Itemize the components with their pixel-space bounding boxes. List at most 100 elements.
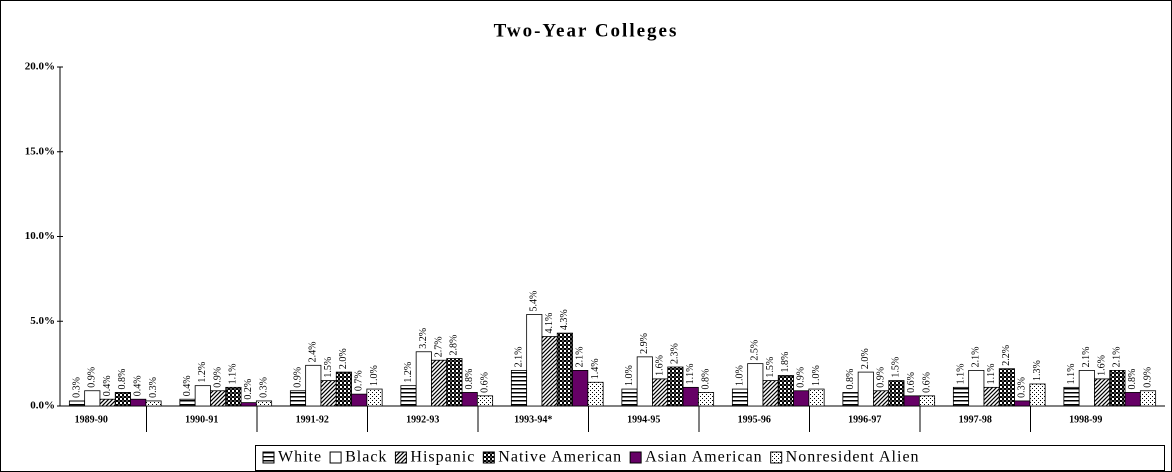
y-tick-label: 20.0% — [25, 61, 55, 73]
data-label: 2.2% — [1001, 345, 1012, 366]
bar — [320, 380, 337, 407]
legend-label: Black — [345, 449, 387, 466]
legend-label: Hispanic — [410, 449, 475, 466]
data-label: 2.7% — [433, 336, 444, 357]
data-label: 2.0% — [860, 348, 871, 369]
x-tick-label: 1989-90 — [75, 414, 108, 425]
data-label: 1.4% — [590, 358, 601, 379]
data-label: 1.2% — [197, 362, 208, 383]
x-tick-label: 1991-92 — [296, 414, 329, 425]
bar — [697, 392, 715, 407]
bar — [461, 392, 478, 407]
bar — [1078, 370, 1095, 407]
x-tick-label: 1993-94* — [514, 414, 552, 425]
legend-swatch — [329, 451, 342, 464]
data-label: 2.1% — [971, 347, 982, 368]
data-label: 0.7% — [353, 370, 364, 391]
data-label: 1.5% — [891, 357, 902, 378]
bar — [952, 386, 970, 407]
bar — [918, 395, 936, 407]
legend-swatch — [482, 451, 495, 464]
data-label: 1.0% — [624, 365, 635, 386]
data-label: 1.1% — [955, 364, 966, 385]
bar — [255, 400, 273, 407]
bar — [636, 356, 653, 407]
data-label: 1.0% — [811, 365, 822, 386]
bar — [351, 393, 368, 407]
data-label: 2.4% — [308, 341, 319, 362]
bar — [857, 371, 874, 407]
data-label: 1.6% — [1096, 355, 1107, 376]
data-label: 0.9% — [87, 367, 98, 388]
bar — [998, 368, 1015, 407]
bar — [145, 400, 162, 407]
data-label: 0.8% — [700, 369, 711, 390]
legend-label: Native American — [498, 449, 622, 466]
bar — [99, 398, 116, 407]
bar — [572, 370, 589, 407]
bar — [1063, 386, 1080, 407]
legend-box — [255, 445, 1165, 471]
data-label: 0.4% — [132, 375, 143, 396]
data-label: 0.3% — [148, 377, 159, 398]
data-label: 4.1% — [544, 313, 555, 334]
data-label: 0.8% — [845, 369, 856, 390]
bar — [777, 375, 794, 407]
legend-swatch — [262, 451, 275, 464]
data-label: 0.6% — [906, 372, 917, 393]
x-tick-label: 1997-98 — [959, 414, 992, 425]
legend-swatch — [770, 451, 783, 464]
bar — [731, 388, 749, 407]
data-label: 2.5% — [750, 340, 761, 361]
bar — [556, 332, 573, 407]
bar — [194, 385, 211, 407]
bar — [179, 398, 196, 407]
data-label: 0.2% — [243, 379, 254, 400]
data-label: 0.8% — [1127, 369, 1138, 390]
legend-label: Asian American — [645, 449, 763, 466]
bar — [1124, 392, 1141, 407]
legend-label: Nonresident Alien — [786, 449, 920, 466]
bar — [1109, 370, 1126, 407]
data-label: 2.9% — [639, 333, 650, 354]
bar — [682, 386, 699, 407]
data-label: 0.4% — [102, 375, 113, 396]
x-tick-label: 1995-96 — [738, 414, 771, 425]
legend-label: White — [278, 449, 322, 466]
bar — [446, 358, 463, 407]
bar — [747, 363, 764, 407]
bar — [335, 371, 352, 407]
bar — [762, 380, 779, 407]
chart-title: Two-Year Colleges — [494, 20, 679, 41]
data-label: 0.9% — [795, 367, 806, 388]
bar — [873, 390, 890, 407]
data-label: 1.2% — [403, 362, 414, 383]
data-label: 1.1% — [986, 364, 997, 385]
bar — [793, 390, 810, 407]
bar — [621, 388, 638, 407]
bar — [240, 402, 257, 407]
data-label: 0.9% — [1142, 367, 1153, 388]
legend-swatch — [394, 451, 407, 464]
x-tick-label: 1990-91 — [185, 414, 218, 425]
data-label: 0.6% — [921, 372, 932, 393]
bar — [1014, 400, 1031, 407]
bar — [526, 314, 543, 407]
data-label: 2.0% — [338, 348, 349, 369]
data-label: 0.3% — [1016, 377, 1027, 398]
bar — [888, 380, 905, 407]
bar — [114, 392, 131, 407]
data-label: 2.8% — [449, 335, 460, 356]
bar — [210, 390, 227, 407]
data-label: 1.5% — [765, 357, 776, 378]
y-tick-label: 10.0% — [25, 230, 55, 242]
data-label: 1.0% — [734, 365, 745, 386]
bar — [667, 366, 684, 407]
bar — [431, 359, 448, 407]
data-label: 1.0% — [369, 365, 380, 386]
data-label: 1.1% — [228, 364, 239, 385]
data-label: 1.8% — [780, 352, 791, 373]
bar — [1094, 378, 1111, 407]
data-label: 2.1% — [1081, 347, 1092, 368]
